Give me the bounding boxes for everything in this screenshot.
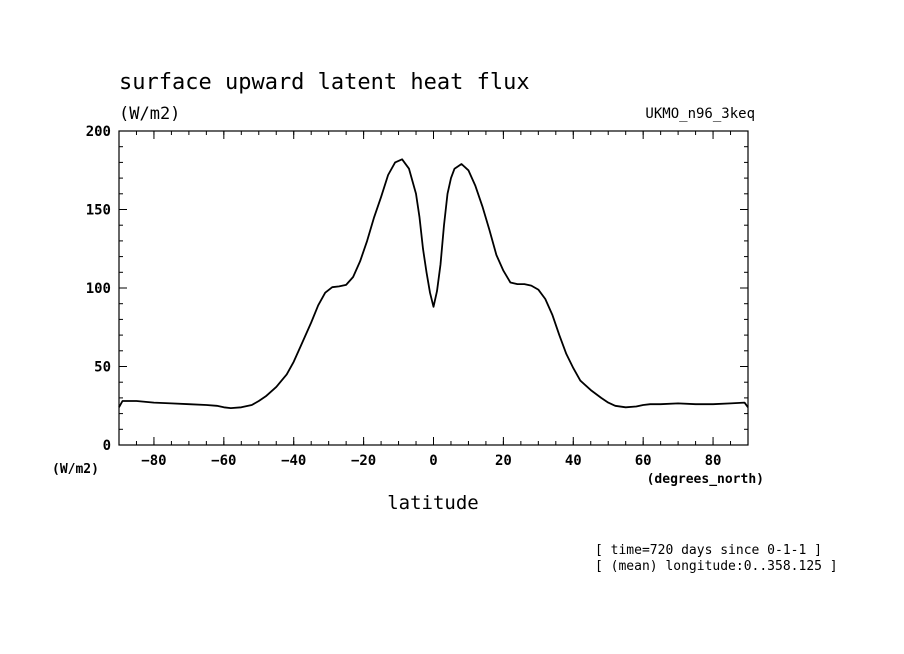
x-tick-label: 80: [705, 453, 722, 469]
x-tick-label: −20: [351, 453, 376, 469]
model-label: UKMO_n96_3keq: [645, 106, 755, 122]
chart-title: surface upward latent heat flux: [119, 70, 530, 95]
x-axis-units: (degrees_north): [647, 472, 764, 487]
y-axis-units: (W/m2): [52, 462, 99, 477]
time-note: [ time=720 days since 0-1-1 ]: [595, 543, 822, 558]
axis-tick-labels: −80 −60 −40 −20 0 20 40 60 80 0 50 100 150 200: [86, 124, 722, 469]
x-tick-label: −40: [281, 453, 306, 469]
x-tick-label: −80: [141, 453, 166, 469]
units-label: (W/m2): [119, 104, 180, 124]
x-tick-label: −60: [211, 453, 236, 469]
x-tick-label: 20: [495, 453, 512, 469]
y-tick-label: 100: [86, 281, 111, 297]
longitude-note: [ (mean) longitude:0..358.125 ]: [595, 559, 838, 574]
axis-ticks: [118, 130, 749, 446]
y-tick-label: 0: [103, 438, 111, 454]
y-tick-label: 150: [86, 203, 111, 219]
x-tick-label: 60: [635, 453, 652, 469]
plot-frame: [118, 130, 749, 446]
y-tick-label: 50: [94, 360, 111, 376]
x-axis-label: latitude: [387, 492, 479, 514]
y-tick-label: 200: [86, 124, 111, 140]
x-tick-label: 40: [565, 453, 582, 469]
series-line: [118, 158, 749, 409]
x-tick-label: 0: [429, 453, 437, 469]
